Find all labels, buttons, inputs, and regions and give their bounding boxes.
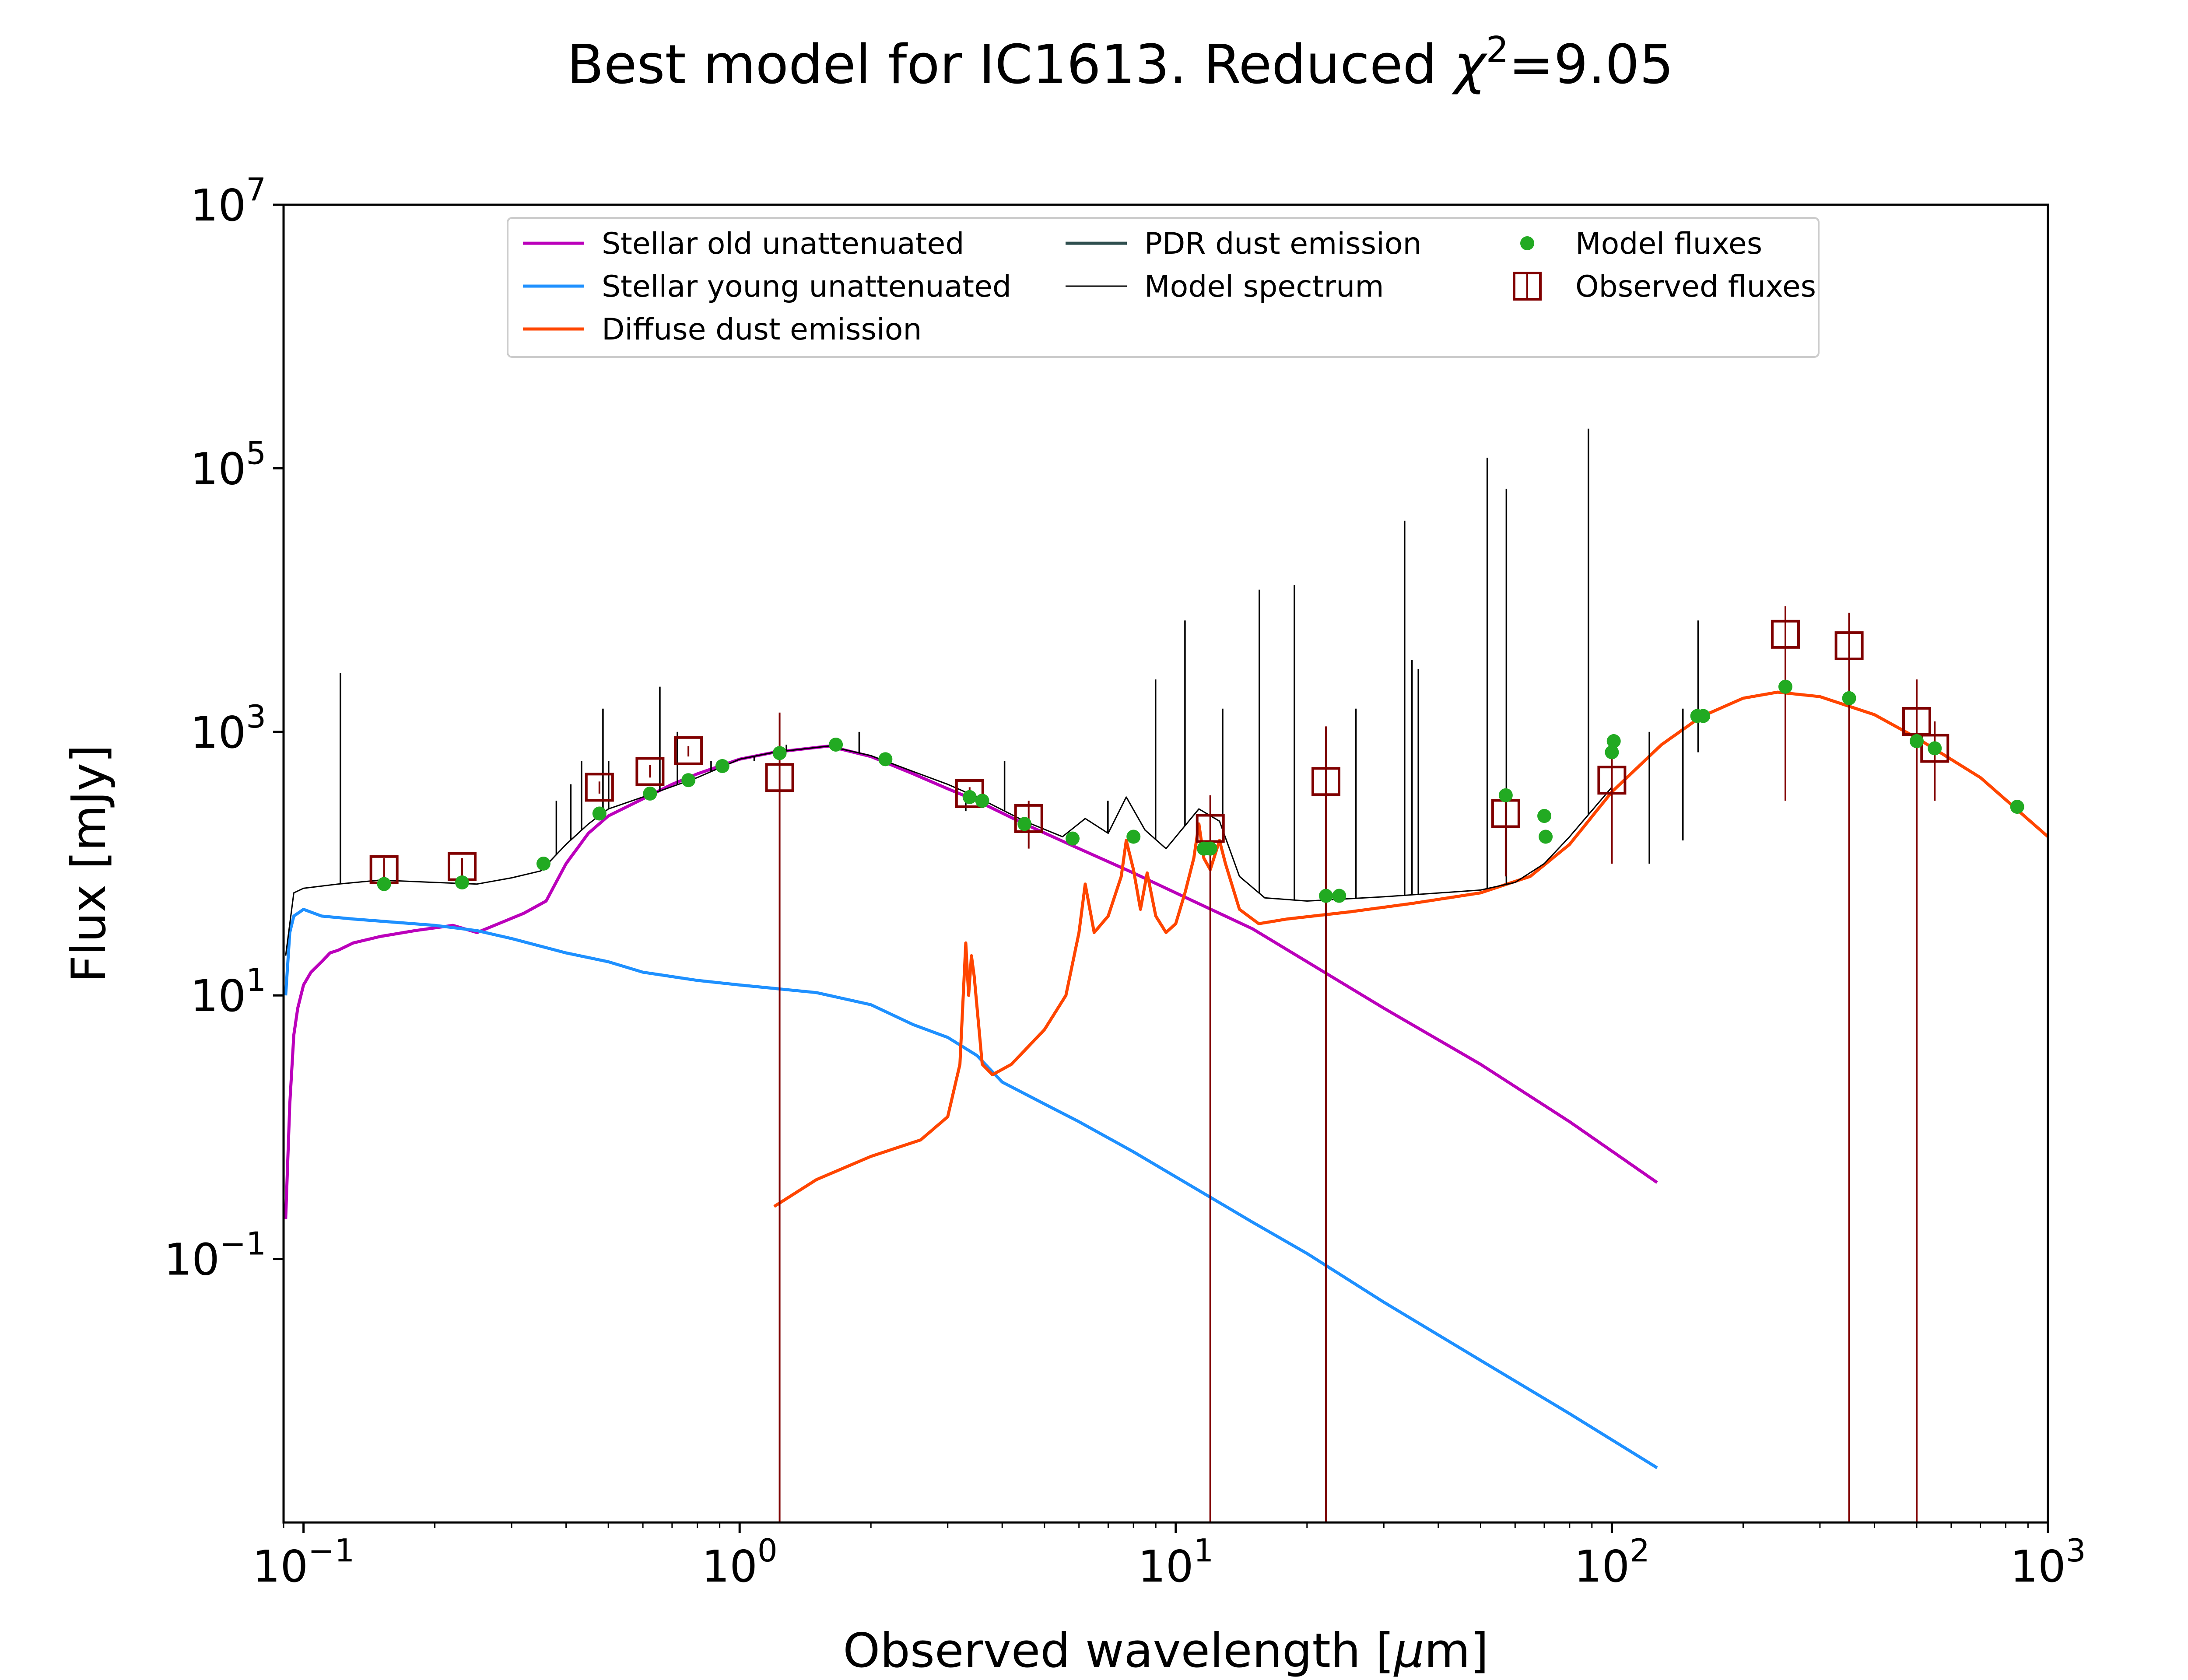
model-flux-point [962, 790, 977, 804]
model-flux-point [377, 877, 391, 891]
model-flux-point [536, 857, 551, 871]
observed-flux-point [635, 757, 665, 786]
y-tick-label: 107 [190, 171, 266, 231]
legend-label: Stellar young unattenuated [602, 270, 1011, 304]
legend-label: Diffuse dust emission [602, 312, 922, 347]
legend-label: PDR dust emission [1144, 227, 1422, 261]
model-flux-point [1537, 809, 1552, 823]
x-axis-label: Observed wavelength [μm] [843, 1624, 1489, 1678]
legend-box [507, 217, 1820, 358]
series-diffuse-dust-emission [773, 690, 2048, 1208]
observed-flux-point [674, 736, 703, 765]
legend-label: Observed fluxes [1575, 270, 1816, 304]
model-flux-point [1606, 734, 1621, 749]
observed-flux-point [1311, 767, 1341, 796]
legend-label: Model fluxes [1575, 227, 1762, 261]
x-tick-label: 100 [702, 1532, 778, 1592]
observed-flux-point [1196, 814, 1225, 843]
model-flux-point [1539, 830, 1553, 844]
observed-flux-point [955, 779, 984, 808]
legend-swatch [1520, 236, 1534, 250]
observed-flux-point [1834, 631, 1864, 661]
observed-flux-point [1771, 620, 1800, 649]
model-flux-point [1498, 788, 1513, 802]
model-flux-point [1017, 817, 1032, 831]
model-flux-point [975, 794, 989, 808]
model-flux-point [772, 746, 787, 760]
series-stellar-young-unattenuated [284, 908, 1658, 1469]
series-model-spectrum [285, 745, 1613, 956]
y-tick-label: 103 [190, 698, 266, 758]
x-tick-label: 103 [2010, 1532, 2086, 1592]
y-axis-label: Flux [mJy] [62, 745, 116, 983]
model-flux-point [1319, 889, 1333, 903]
model-flux-point [2010, 800, 2024, 814]
model-flux-point [1126, 830, 1141, 844]
chart-title: Best model for IC1613. Reduced χ2=9.05 [567, 29, 1673, 96]
model-flux-point [455, 875, 469, 889]
model-flux-point [592, 806, 607, 821]
series-stellar-old-unattenuated [284, 744, 1658, 1220]
y-tick-label: 105 [190, 434, 266, 494]
observed-flux-point [1920, 734, 1950, 763]
plot-frame [282, 203, 2049, 1524]
model-flux-point [1778, 679, 1792, 694]
model-flux-point [681, 773, 696, 788]
observed-flux-point [1014, 804, 1043, 833]
model-flux-point [878, 752, 893, 766]
y-tick-label: 101 [190, 962, 266, 1022]
observed-flux-point [1597, 766, 1627, 795]
model-flux-point [1332, 889, 1346, 903]
model-flux-point [829, 737, 843, 752]
observed-flux-point [585, 773, 614, 802]
legend-label: Model spectrum [1144, 270, 1384, 304]
model-flux-point [1203, 841, 1217, 856]
x-tick-label: 102 [1574, 1532, 1650, 1592]
observed-flux-point [765, 763, 794, 792]
model-flux-point [1066, 831, 1080, 846]
model-flux-point [1842, 691, 1856, 705]
model-flux-point [1605, 745, 1619, 760]
model-flux-point [643, 786, 657, 801]
legend-label: Stellar old unattenuated [602, 227, 964, 261]
legend: Stellar old unattenuated Stellar young un… [507, 217, 1820, 358]
model-flux-point [1909, 734, 1924, 749]
y-tick-label: 10−1 [164, 1225, 266, 1285]
x-tick-label: 10−1 [252, 1532, 354, 1592]
x-tick-label: 101 [1138, 1532, 1213, 1592]
model-flux-point [1696, 709, 1711, 723]
model-flux-point [715, 759, 729, 774]
model-flux-point [1928, 741, 1942, 756]
